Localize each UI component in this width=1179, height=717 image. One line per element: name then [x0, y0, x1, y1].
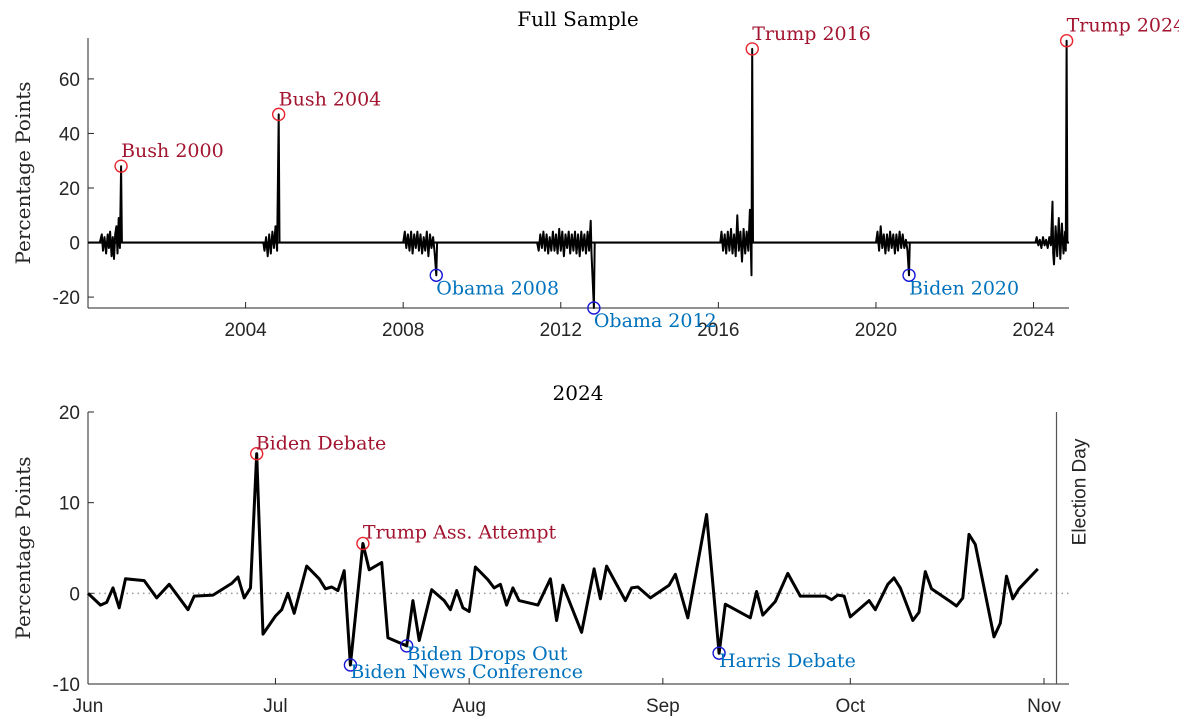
x-tick-label: Nov — [1027, 696, 1061, 717]
annotation-marker — [429, 268, 443, 282]
x-tick-label: 2024 — [1012, 320, 1055, 341]
x-tick-label: 2020 — [855, 320, 897, 341]
annotation-label: Obama 2008 — [436, 277, 559, 299]
annotation-label: Biden 2020 — [909, 277, 1019, 299]
x-tick-label: 2012 — [540, 320, 582, 341]
panel-2024-series-line — [86, 452, 1039, 667]
x-tick-label: Sep — [646, 696, 680, 717]
annotation-label: Trump Ass. Attempt — [363, 521, 557, 543]
annotation-label: Harris Debate — [719, 650, 856, 672]
annotation-label: Bush 2004 — [279, 88, 382, 110]
annotation-label: Obama 2012 — [594, 310, 717, 332]
annotation-marker — [399, 639, 414, 653]
y-tick-label: 0 — [69, 234, 80, 255]
annotation-label: Trump 2024 — [1067, 15, 1179, 37]
full-sample-annotations: Bush 2000 Bush 2004 Obama 2008 Obama 2012 Tr… — [114, 15, 1179, 332]
x-tick-label: 2008 — [382, 320, 424, 341]
full-sample-x-ticks: 2004 2008 2012 2016 2020 2024 — [224, 302, 1055, 341]
panel-2024-ylabel: Percentage Points — [11, 456, 35, 639]
annotation-label: Trump 2016 — [752, 23, 871, 45]
full-sample-panel: Full Sample Percentage Points -20 0 20 40 60… — [11, 7, 1179, 341]
annotation-marker — [250, 447, 264, 461]
x-tick-label: Aug — [452, 696, 486, 717]
y-tick-label: 0 — [69, 584, 80, 605]
y-tick-label: -20 — [53, 288, 80, 309]
full-sample-y-ticks: -20 0 20 40 60 — [53, 70, 94, 309]
annotation-label: Biden Drops Out — [407, 643, 568, 665]
x-tick-label: 2004 — [224, 320, 267, 341]
annotation-marker — [902, 268, 916, 282]
x-tick-label: Oct — [836, 696, 866, 717]
annotation-marker — [356, 536, 370, 551]
y-tick-label: 20 — [59, 403, 80, 424]
election-day-label: Election Day — [1070, 438, 1091, 545]
annotation-marker — [1059, 34, 1074, 48]
annotation-label: Biden News Conference — [350, 661, 583, 683]
y-tick-label: 40 — [59, 124, 80, 145]
annotation-marker — [271, 107, 286, 122]
panel-2024-x-ticks: Jun Jul Aug Sep Oct Nov — [73, 678, 1061, 717]
annotation-marker — [712, 646, 726, 660]
full-sample-series-line — [98, 39, 1069, 309]
panel-2024-y-ticks: -10 0 10 20 — [53, 403, 94, 696]
annotation-marker — [114, 159, 128, 173]
annotation-marker — [343, 658, 358, 672]
panel-2024-title: 2024 — [553, 381, 604, 405]
annotation-label: Bush 2000 — [121, 140, 224, 162]
annotation-label: Biden Debate — [256, 433, 387, 455]
full-sample-ylabel: Percentage Points — [11, 81, 35, 264]
annotation-marker — [745, 42, 759, 56]
x-tick-label: Jun — [73, 696, 104, 717]
panel-2024: 2024 Percentage Points -10 0 10 20 Jun Jul Au… — [11, 381, 1091, 717]
full-sample-title: Full Sample — [517, 7, 639, 31]
y-tick-label: 60 — [59, 70, 80, 91]
y-tick-label: 20 — [59, 179, 80, 200]
panel-2024-annotations: Biden Debate Trump Ass. Attempt Biden News… — [250, 433, 856, 683]
y-tick-label: -10 — [53, 675, 80, 696]
x-tick-label: 2016 — [697, 320, 739, 341]
x-tick-label: Jul — [263, 696, 287, 717]
y-tick-label: 10 — [59, 494, 80, 515]
annotation-marker — [587, 301, 601, 315]
